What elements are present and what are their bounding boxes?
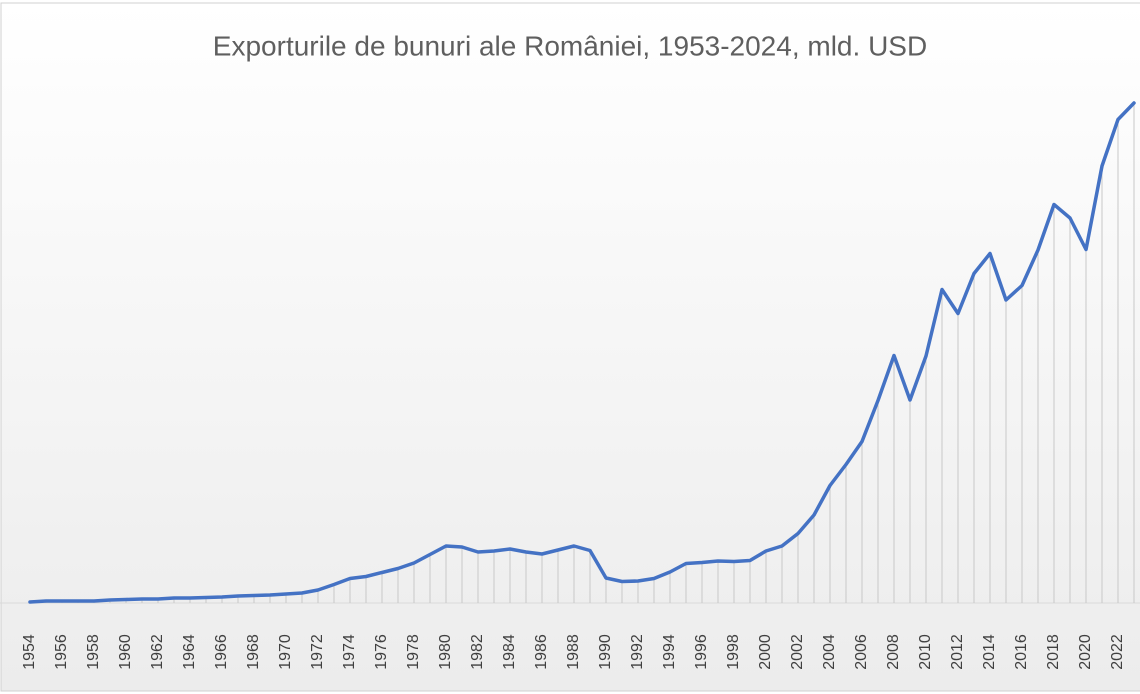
x-tick-label: 2014: [981, 634, 998, 670]
x-tick-label: 2006: [853, 634, 870, 670]
x-tick-label: 1998: [725, 634, 742, 670]
x-tick-label: 1982: [469, 634, 486, 670]
x-tick-label: 1966: [213, 634, 230, 670]
x-tick-label: 1954: [21, 634, 38, 670]
x-tick-label: 1960: [117, 634, 134, 670]
x-tick-label: 1974: [341, 634, 358, 670]
x-tick-label: 1976: [373, 634, 390, 670]
x-tick-label: 1980: [437, 634, 454, 670]
x-tick-label: 2000: [757, 634, 774, 670]
x-tick-label: 2008: [885, 634, 902, 670]
x-tick-label: 1988: [565, 634, 582, 670]
x-tick-label: 1962: [149, 634, 166, 670]
x-tick-label: 2012: [949, 634, 966, 670]
x-tick-label: 2004: [821, 634, 838, 670]
x-tick-label: 1978: [405, 634, 422, 670]
x-tick-label: 1992: [629, 634, 646, 670]
x-tick-label: 2020: [1077, 634, 1094, 670]
series-line: [28, 101, 1136, 604]
x-tick-label: 2018: [1045, 634, 1062, 670]
chart-title: Exporturile de bunuri ale României, 1953…: [213, 30, 927, 61]
x-tick-label: 1984: [501, 634, 518, 670]
x-tick-label: 1972: [309, 634, 326, 670]
x-tick-label: 2010: [917, 634, 934, 670]
x-tick-label: 2016: [1013, 634, 1030, 670]
x-tick-label: 1994: [661, 634, 678, 670]
x-tick-label: 1958: [85, 634, 102, 670]
x-tick-label: 2002: [789, 634, 806, 670]
x-tick-label: 1964: [181, 634, 198, 670]
x-tick-label: 1968: [245, 634, 262, 670]
x-tick-label: 1990: [597, 634, 614, 670]
x-tick-label: 1970: [277, 634, 294, 670]
x-tick-label: 2022: [1109, 634, 1126, 670]
x-tick-label: 1956: [53, 634, 70, 670]
x-tick-label: 1986: [533, 634, 550, 670]
x-tick-label: 1996: [693, 634, 710, 670]
